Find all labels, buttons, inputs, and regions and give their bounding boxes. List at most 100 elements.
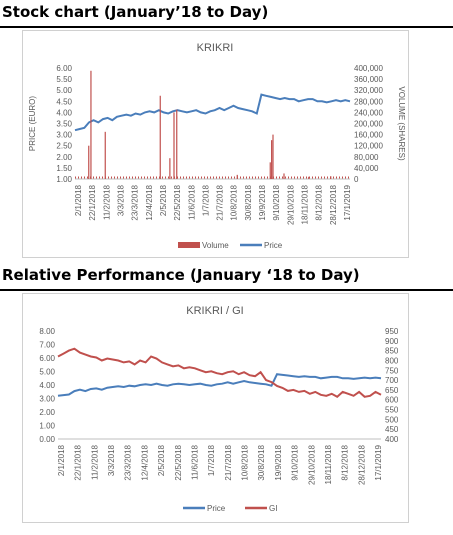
y-tick-right: 240,000 xyxy=(354,108,383,117)
y-tick-right: 950 xyxy=(385,327,399,336)
series-line-price xyxy=(57,373,382,397)
stock-chart: KRIKRI 6.00 5.50 5.00 4.50 4.00 3.50 3.00 2.50 2.… xyxy=(28,42,406,250)
y-tick-right: 400 xyxy=(385,435,399,444)
y-tick-right: 320,000 xyxy=(354,86,383,95)
x-tick-label: 8/12/2018 xyxy=(315,184,324,220)
y-tick-left: 6.00 xyxy=(56,64,72,73)
y-tick-left: 4.00 xyxy=(39,381,55,390)
x-tick-label: 18/11/2018 xyxy=(301,184,310,224)
x-tick-label: 19/9/2018 xyxy=(258,184,267,220)
legend-label: Volume xyxy=(202,241,229,250)
x-tick-label: 10/8/2018 xyxy=(230,184,239,220)
relative-performance-heading: Relative Performance (January ‘18 to Day… xyxy=(2,266,360,284)
series-line-price xyxy=(74,93,351,132)
x-tick-label: 10/8/2018 xyxy=(241,444,250,480)
heading-rule xyxy=(0,26,453,28)
x-tick-label: 11/6/2018 xyxy=(187,184,196,220)
x-tick-label: 30/8/2018 xyxy=(244,184,253,220)
y-tick-left: 1.00 xyxy=(56,175,72,184)
y-tick-right: 0 xyxy=(354,175,359,184)
legend-label: Price xyxy=(264,241,283,250)
x-tick-label: 21/7/2018 xyxy=(216,184,225,220)
x-tick-label: 11/2/2018 xyxy=(102,184,111,220)
x-tick-label: 22/5/2018 xyxy=(174,444,183,480)
y-tick-left: 6.00 xyxy=(39,354,55,363)
x-tick-label: 29/10/2018 xyxy=(307,444,316,485)
y-tick-right: 700 xyxy=(385,376,399,385)
y-tick-left: 2.00 xyxy=(56,153,72,162)
y-tick-right: 750 xyxy=(385,366,399,375)
y-tick-left: 2.00 xyxy=(39,408,55,417)
x-tick-label: 22/5/2018 xyxy=(173,184,182,220)
x-tick-label: 22/1/2018 xyxy=(88,184,97,220)
x-tick-label: 2/1/2018 xyxy=(57,444,66,476)
x-tick-label: 28/12/2018 xyxy=(329,184,338,225)
x-tick-label: 22/1/2018 xyxy=(74,444,83,480)
x-tick-label: 2/1/2018 xyxy=(74,184,83,216)
legend-swatch xyxy=(178,242,200,248)
y-tick-right: 280,000 xyxy=(354,97,383,106)
stock-chart-heading: Stock chart (January’18 to Day) xyxy=(2,3,269,21)
y-tick-right: 450 xyxy=(385,425,399,434)
y-tick-left: 5.00 xyxy=(56,86,72,95)
x-tick-label: 28/12/2018 xyxy=(357,444,366,485)
x-tick-label: 21/7/2018 xyxy=(224,444,233,480)
y-tick-right: 650 xyxy=(385,386,399,395)
x-tick-label: 1/7/2018 xyxy=(207,444,216,476)
x-tick-label: 8/12/2018 xyxy=(341,444,350,480)
y-tick-left: 5.50 xyxy=(56,75,72,84)
y-tick-left: 1.00 xyxy=(39,422,55,431)
y-tick-right: 160,000 xyxy=(354,131,383,140)
x-tick-label: 9/10/2018 xyxy=(272,184,281,220)
x-tick-label: 2/5/2018 xyxy=(159,184,168,216)
y-tick-left: 4.50 xyxy=(56,97,72,106)
x-tick-label: 9/10/2018 xyxy=(291,444,300,480)
chart-title: KRIKRI xyxy=(197,42,234,54)
y-tick-right: 80,000 xyxy=(354,153,379,162)
x-tick-label: 29/10/2018 xyxy=(286,184,295,225)
y-tick-right: 360,000 xyxy=(354,75,383,84)
y-tick-right: 120,000 xyxy=(354,142,383,151)
x-tick-label: 3/3/2018 xyxy=(116,184,125,216)
x-tick-label: 2/5/2018 xyxy=(157,444,166,476)
x-tick-label: 17/1/2019 xyxy=(343,184,352,220)
legend-label: GI xyxy=(269,504,277,513)
x-tick-label: 19/9/2018 xyxy=(274,444,283,480)
y-tick-left: 3.00 xyxy=(39,395,55,404)
relative-chart-frame: KRIKRI / GI 8.00 7.00 6.00 5.00 4.00 3.00 2.00 1… xyxy=(22,293,409,523)
y-axis-label-left: PRICE (EURO) xyxy=(28,96,37,151)
series-line-gi xyxy=(57,347,382,399)
y-tick-left: 2.50 xyxy=(56,142,72,151)
y-tick-right: 900 xyxy=(385,337,399,346)
y-tick-left: 4.00 xyxy=(56,108,72,117)
y-tick-right: 850 xyxy=(385,347,399,356)
y-tick-right: 800 xyxy=(385,356,399,365)
y-axis-label-right: VOLUME (SHARES) xyxy=(397,86,406,161)
y-tick-right: 500 xyxy=(385,415,399,424)
y-tick-right: 200,000 xyxy=(354,120,383,129)
y-tick-left: 8.00 xyxy=(39,327,55,336)
y-tick-right: 40,000 xyxy=(354,164,379,173)
stock-chart-frame: KRIKRI 6.00 5.50 5.00 4.50 4.00 3.50 3.00 2.50 2.… xyxy=(22,30,409,258)
chart-title: KRIKRI / GI xyxy=(186,305,243,317)
y-tick-left: 0.00 xyxy=(39,435,55,444)
x-tick-label: 23/3/2018 xyxy=(124,444,133,480)
x-tick-label: 18/11/2018 xyxy=(324,444,333,484)
y-tick-left: 3.50 xyxy=(56,120,72,129)
y-tick-right: 550 xyxy=(385,406,399,415)
x-tick-label: 3/3/2018 xyxy=(107,444,116,476)
heading-rule xyxy=(0,289,453,291)
relative-performance-chart: KRIKRI / GI 8.00 7.00 6.00 5.00 4.00 3.00 2.00 1… xyxy=(39,305,399,513)
legend-label: Price xyxy=(207,504,226,513)
x-tick-label: 17/1/2019 xyxy=(374,444,383,480)
x-tick-label: 11/6/2018 xyxy=(190,444,199,480)
y-tick-right: 600 xyxy=(385,396,399,405)
y-tick-left: 7.00 xyxy=(39,341,55,350)
y-tick-right: 400,000 xyxy=(354,64,383,73)
x-tick-label: 12/4/2018 xyxy=(140,444,149,480)
x-tick-label: 1/7/2018 xyxy=(201,184,210,216)
x-tick-label: 23/3/2018 xyxy=(131,184,140,220)
y-tick-left: 5.00 xyxy=(39,368,55,377)
x-tick-label: 12/4/2018 xyxy=(145,184,154,220)
y-tick-left: 1.50 xyxy=(56,164,72,173)
